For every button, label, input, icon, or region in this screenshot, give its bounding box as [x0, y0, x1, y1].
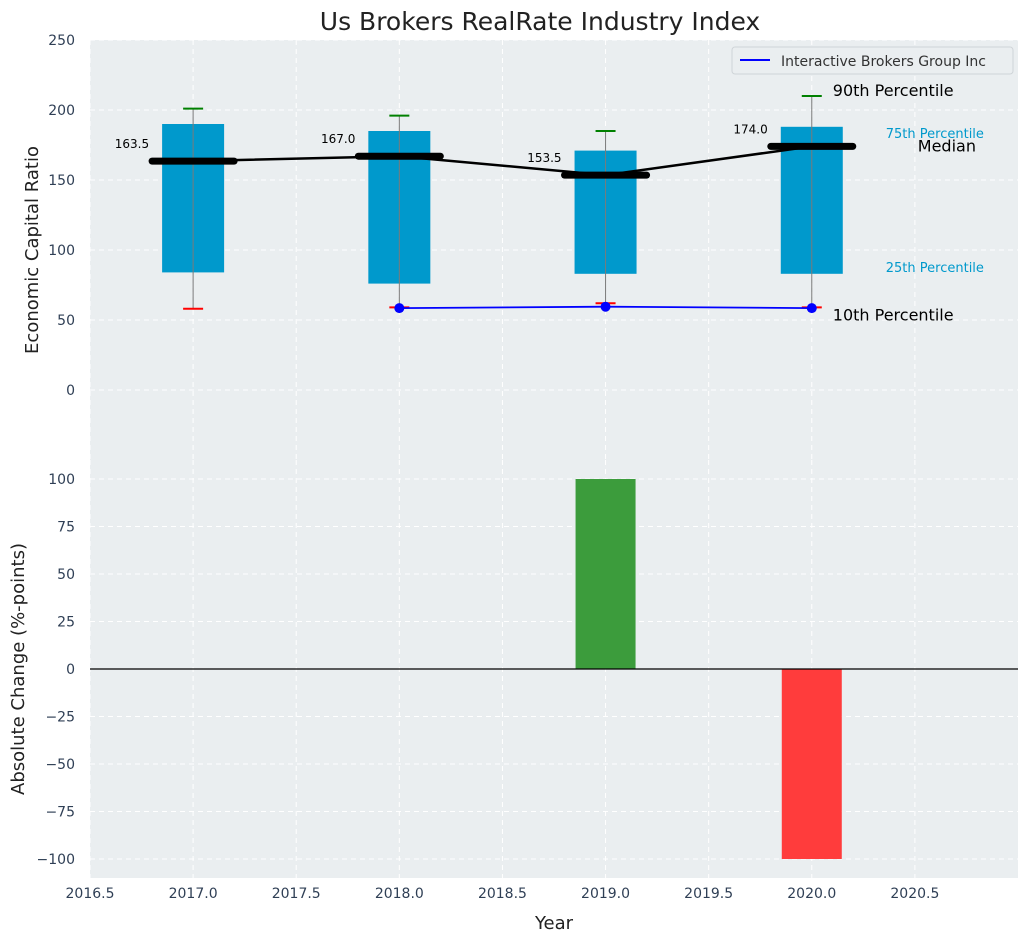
- bottom-y-tick-label: 100: [48, 472, 75, 488]
- x-tick-label: 2017.0: [169, 886, 218, 902]
- company-series-point: [600, 301, 611, 312]
- top-marks: 163.5 167.0 153.5 174.0 90th Percentile 75th …: [115, 81, 984, 324]
- bottom-y-tick-label: 75: [57, 520, 75, 536]
- x-tick-label: 2019.5: [684, 886, 733, 902]
- x-axis-label: Year: [534, 913, 574, 934]
- bottom-x-ticks: 2016.5 2017.0 2017.5 2018.0 2018.5 2019.0 2019…: [66, 886, 940, 902]
- bottom-y-tick-label: 25: [57, 615, 75, 631]
- median-value-label: 174.0: [733, 122, 767, 136]
- median-trend-line: [193, 145, 812, 177]
- annotation-p25: 25th Percentile: [886, 261, 984, 276]
- annotation-p75: 75th Percentile: [886, 127, 984, 142]
- top-y-axis-label: Economic Capital Ratio: [22, 146, 43, 354]
- change-bar-positive: [575, 479, 636, 669]
- top-y-ticks: 0 50 100 150 200 250: [48, 33, 75, 399]
- x-tick-label: 2019.0: [581, 886, 630, 902]
- x-tick-label: 2018.0: [375, 886, 424, 902]
- bottom-y-tick-label: −75: [45, 805, 75, 821]
- median-value-label: 163.5: [115, 137, 149, 151]
- bottom-y-tick-label: −50: [45, 757, 75, 773]
- median-value-label: 167.0: [321, 132, 355, 146]
- top-y-tick-label: 50: [57, 313, 75, 329]
- x-tick-label: 2020.0: [787, 886, 836, 902]
- x-tick-label: 2018.5: [478, 886, 527, 902]
- annotation-p90: 90th Percentile: [833, 81, 954, 100]
- bottom-y-tick-label: −100: [37, 852, 75, 868]
- company-series-point: [806, 303, 817, 314]
- top-y-tick-label: 150: [48, 173, 75, 189]
- bottom-y-axis-label: Absolute Change (%-points): [8, 543, 29, 795]
- top-y-tick-label: 200: [48, 103, 75, 119]
- chart-title: Us Brokers RealRate Industry Index: [320, 7, 760, 36]
- annotation-p10: 10th Percentile: [833, 305, 954, 324]
- top-y-tick-label: 0: [66, 383, 75, 399]
- median-value-label: 153.5: [527, 151, 561, 165]
- x-tick-label: 2020.5: [890, 886, 939, 902]
- top-y-tick-label: 100: [48, 243, 75, 259]
- legend-box: [731, 46, 1014, 75]
- bottom-y-ticks: −100 −75 −50 −25 0 25 50 75 100: [37, 472, 75, 868]
- company-series-point: [394, 303, 405, 314]
- bottom-y-tick-label: 50: [57, 567, 75, 583]
- annotation-median: Median: [918, 136, 976, 155]
- top-y-tick-label: 250: [48, 33, 75, 49]
- legend-label: Interactive Brokers Group Inc: [781, 54, 986, 70]
- top-panel: 0 50 100 150 200 250 163.5 167.0 153.5 174.0 90th…: [22, 33, 1018, 460]
- legend: Interactive Brokers Group Inc: [731, 46, 1014, 75]
- change-bar-negative: [781, 669, 842, 859]
- bottom-panel: −100 −75 −50 −25 0 25 50 75 100 2016.5 2017.0 2017…: [8, 460, 1018, 934]
- bottom-marks: [90, 479, 1018, 859]
- x-tick-label: 2017.5: [272, 886, 321, 902]
- bottom-y-tick-label: −25: [45, 710, 75, 726]
- x-tick-label: 2016.5: [66, 886, 115, 902]
- bottom-y-tick-label: 0: [66, 662, 75, 678]
